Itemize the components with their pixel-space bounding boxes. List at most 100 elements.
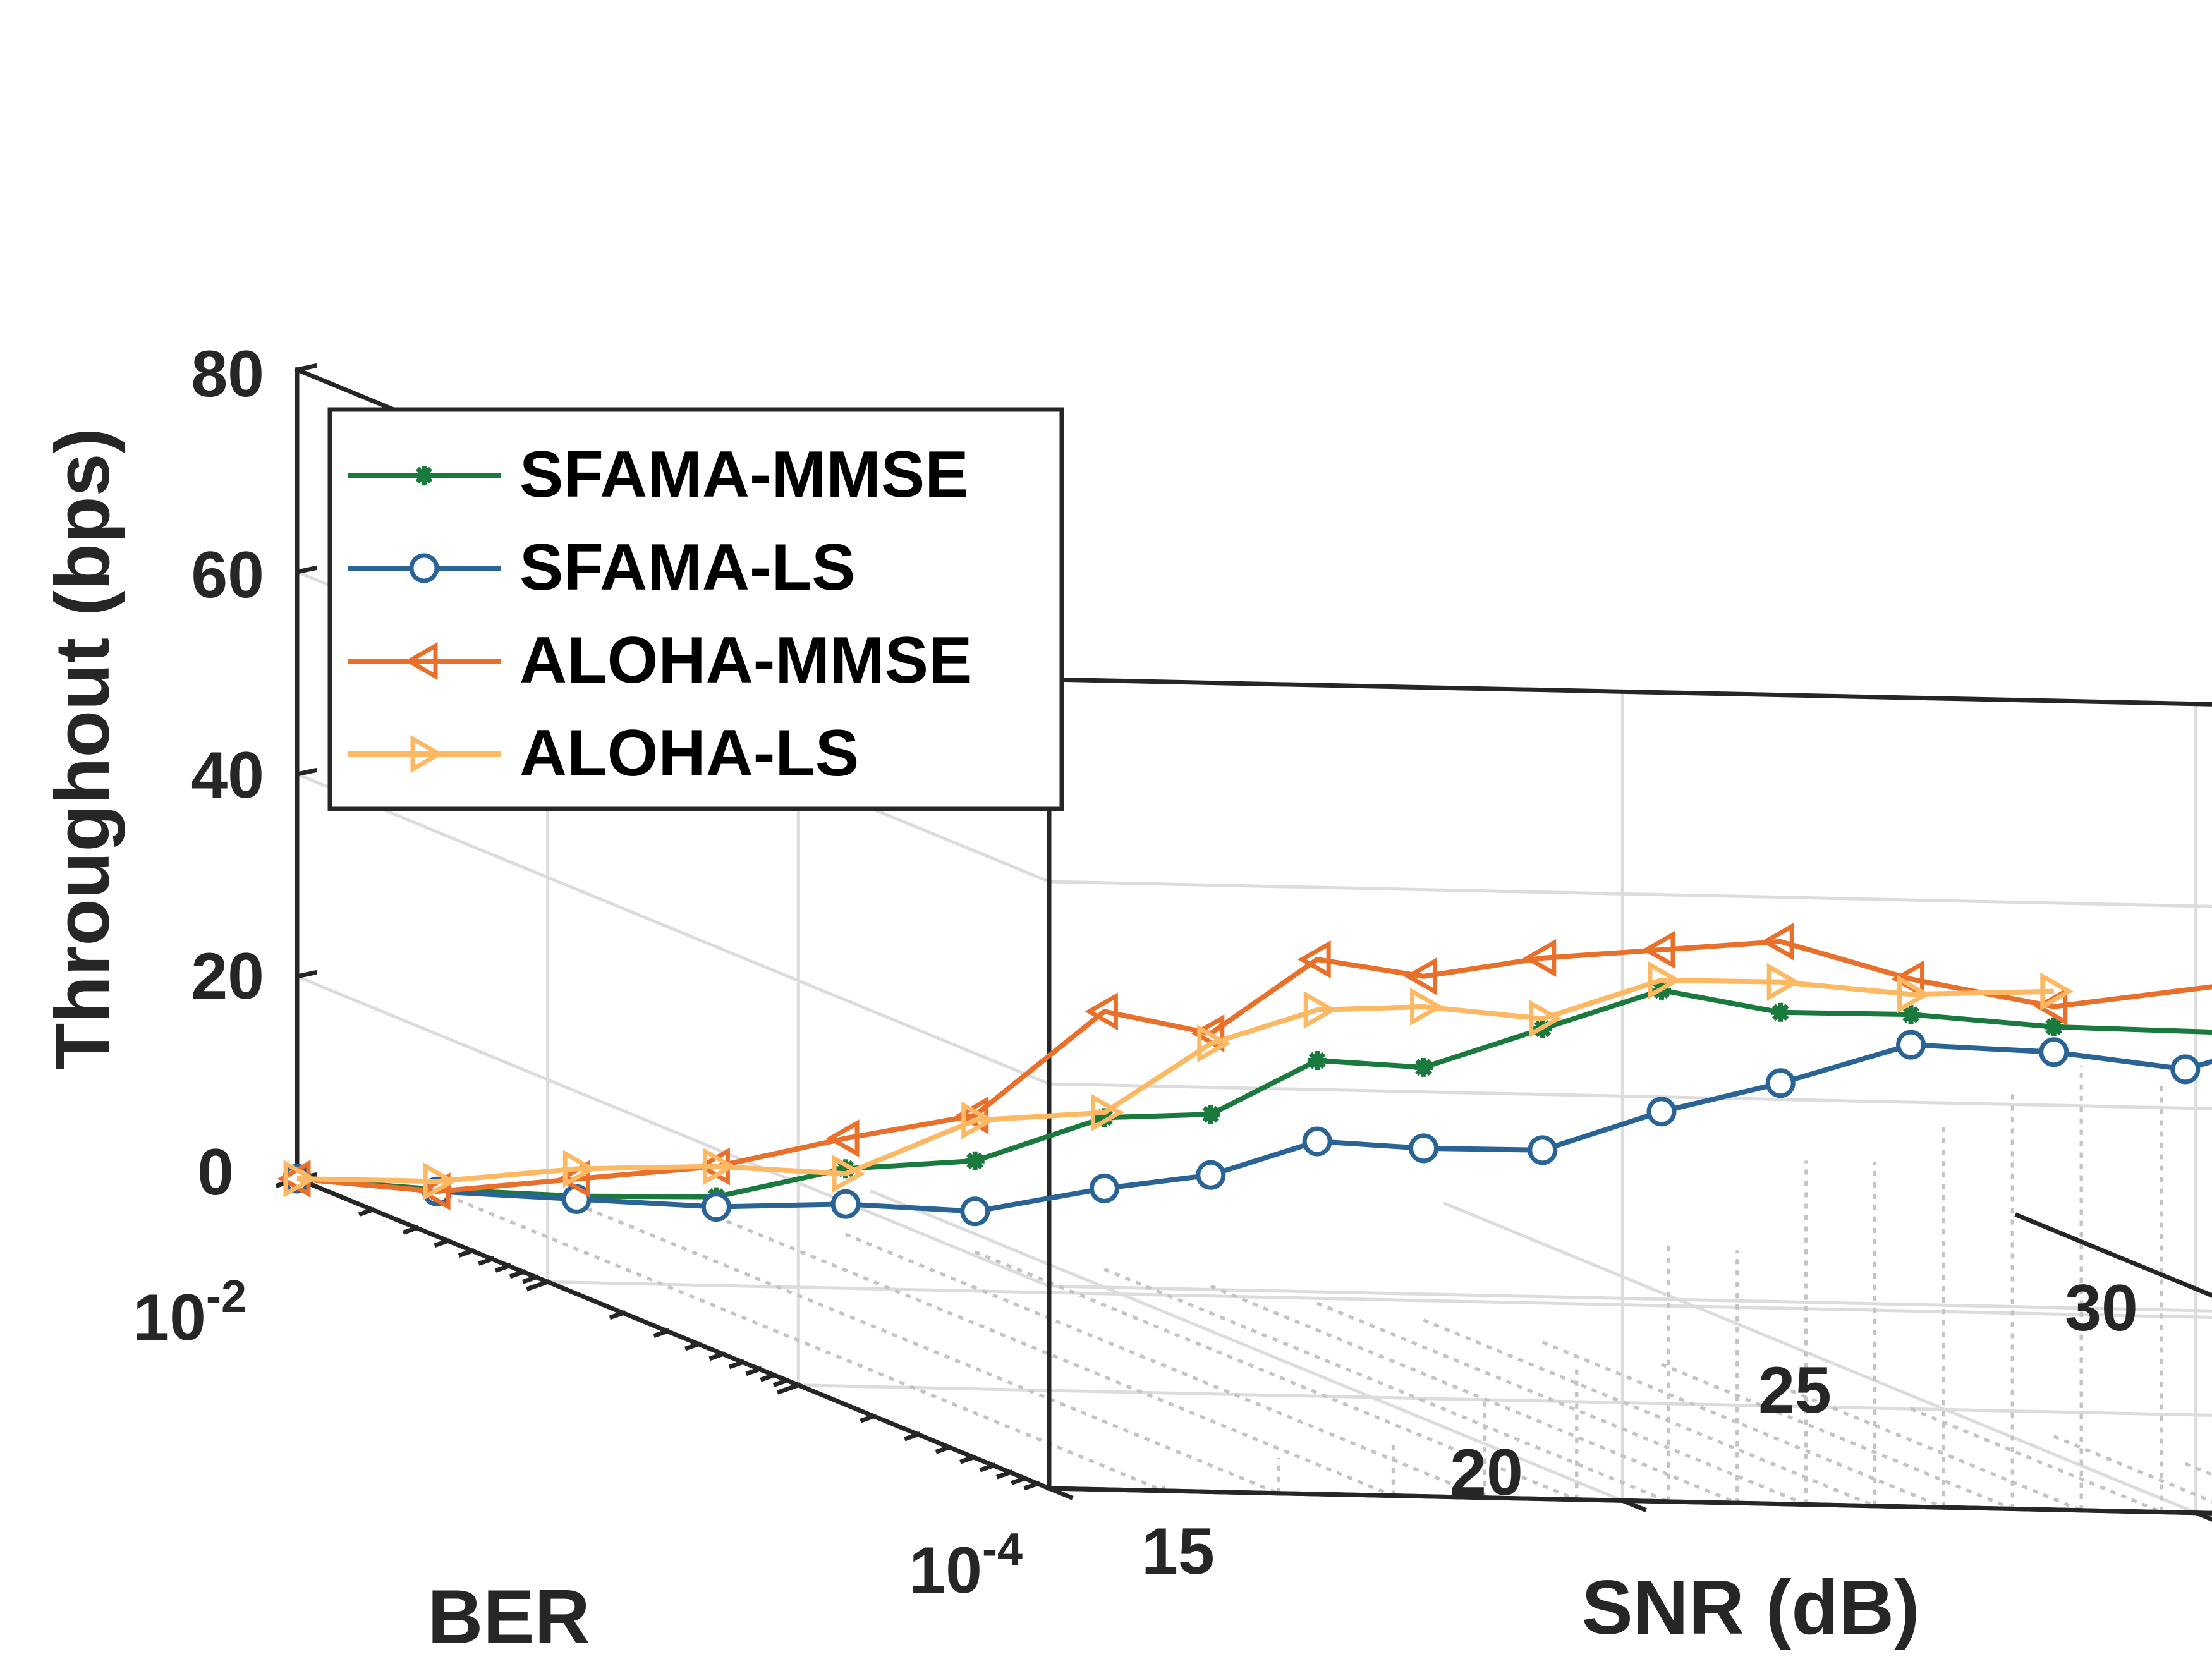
y-tick-label-1e-4: 10-4 [909, 1524, 1023, 1607]
data-point-marker [1297, 940, 1331, 979]
x-tick-20 [1619, 1497, 1647, 1512]
y-tick [478, 1256, 495, 1266]
y-tick [772, 1377, 790, 1387]
y-tick [434, 1237, 451, 1248]
legend-swatches [348, 466, 501, 774]
x-tick-label-25: 25 [1758, 1354, 1832, 1427]
x-tick-label-20: 20 [1450, 1436, 1523, 1509]
data-point-marker [1648, 961, 1682, 999]
y-tick [996, 1469, 1014, 1480]
data-point-marker [562, 1150, 597, 1188]
y-tick [526, 1279, 551, 1292]
data-point-marker [1308, 1051, 1327, 1071]
series-line-aloha-ls [296, 977, 2054, 1184]
y-tick [904, 1431, 921, 1442]
legend-label-sfama-mmse: SFAMA-MMSE [520, 438, 969, 511]
grid-line-floor-snr25 [1443, 1201, 2197, 1514]
data-point-marker [409, 553, 439, 583]
drop-line-floor [1541, 1340, 1945, 1509]
data-point-marker [2170, 1054, 2201, 1085]
data-point-marker [1409, 1133, 1439, 1164]
y-tick [760, 1372, 777, 1382]
drop-line-floor [1423, 1318, 1876, 1508]
ber-axis-line [294, 1176, 1052, 1492]
series-sfama-ls [282, 1030, 2212, 1227]
x-tick-15 [1046, 1485, 1074, 1500]
tick-marks [275, 363, 2212, 1522]
y-tick [959, 1454, 977, 1464]
y-tick [509, 1269, 526, 1279]
data-point-marker [1761, 922, 1794, 961]
x-tick-25 [2193, 1510, 2212, 1522]
data-point-marker [1302, 1126, 1332, 1157]
data-point-marker [1522, 939, 1557, 977]
grid-layer [296, 473, 2212, 1514]
star-stroke [1415, 1059, 1432, 1076]
data-point-marker [1414, 1057, 1433, 1077]
y-tick [860, 1413, 877, 1423]
y-tick [402, 1225, 420, 1235]
legend-label-sfama-ls: SFAMA-LS [520, 531, 856, 604]
data-point-marker [415, 466, 434, 485]
star-stroke [415, 466, 433, 484]
y-tick [776, 1382, 801, 1395]
grid-line-left-z20 [296, 975, 1050, 1288]
y-tick [708, 1351, 726, 1361]
y-tick [653, 1328, 671, 1339]
y-tick [728, 1359, 746, 1370]
x-tick-label-30: 30 [2065, 1272, 2138, 1345]
data-point-marker [1089, 1173, 1119, 1203]
drop-line-floor [1210, 1284, 1738, 1505]
series-layer [277, 922, 2212, 1227]
data-point-marker [1766, 963, 1801, 1001]
data-point-marker [1090, 1093, 1124, 1132]
data-point-marker [701, 1192, 731, 1222]
z-tick-80 [294, 363, 318, 373]
data-point-marker [961, 1101, 995, 1139]
z-axis-label: Throughout (bps) [39, 428, 125, 1070]
data-point-marker [960, 1196, 990, 1227]
grid-line-floor-ber-2 [547, 1280, 2212, 1319]
data-point-marker [404, 641, 438, 681]
z-tick-20 [294, 969, 318, 980]
drop-line-floor [715, 1215, 1394, 1497]
data-point-marker [417, 1172, 451, 1211]
y-tick [745, 1366, 763, 1376]
drop-line-floor [2184, 1462, 2212, 1476]
z-tick-label-20: 20 [191, 940, 264, 1013]
data-point-marker [1771, 1002, 1790, 1022]
star-stroke [1902, 1006, 1919, 1023]
grid-line-back-z20 [1048, 1284, 2212, 1313]
y-tick [684, 1341, 702, 1351]
data-point-marker [2039, 1037, 2069, 1067]
star-stroke [1771, 1004, 1789, 1021]
data-point-marker [2044, 1017, 2063, 1036]
drop-line-floor [2053, 1435, 2212, 1504]
y-tick [935, 1444, 952, 1454]
floor-right-edge [2014, 1212, 2212, 1298]
y-tick [522, 1274, 539, 1284]
grid-line-back-z60 [1048, 880, 2212, 908]
data-point-marker [1196, 1160, 1226, 1190]
data-point-marker [1529, 999, 1562, 1038]
drop-line-floor [1316, 1301, 1807, 1506]
star-stroke [2045, 1018, 2063, 1036]
data-point-marker [1646, 1097, 1677, 1127]
y-axis-label: BER [427, 1574, 590, 1659]
drop-line-floor [1910, 1407, 2163, 1514]
drop-line-floor [576, 1203, 1279, 1495]
star-stroke [966, 1152, 984, 1170]
drop-line-floor [1661, 1363, 2014, 1510]
data-point-marker [2040, 972, 2074, 1011]
data-point-marker [410, 734, 444, 774]
series-aloha-ls [283, 961, 2074, 1201]
y-tick [1023, 1481, 1041, 1491]
data-point-marker [1641, 930, 1675, 969]
data-point-marker [283, 1159, 317, 1198]
z-tick-labels: 0 20 40 60 80 [191, 337, 264, 1209]
grid-line-left-z40 [296, 772, 1050, 1086]
x-tick-label-15: 15 [1141, 1515, 1215, 1588]
data-point-marker [1765, 1068, 1796, 1098]
data-point-marker [830, 1189, 861, 1219]
